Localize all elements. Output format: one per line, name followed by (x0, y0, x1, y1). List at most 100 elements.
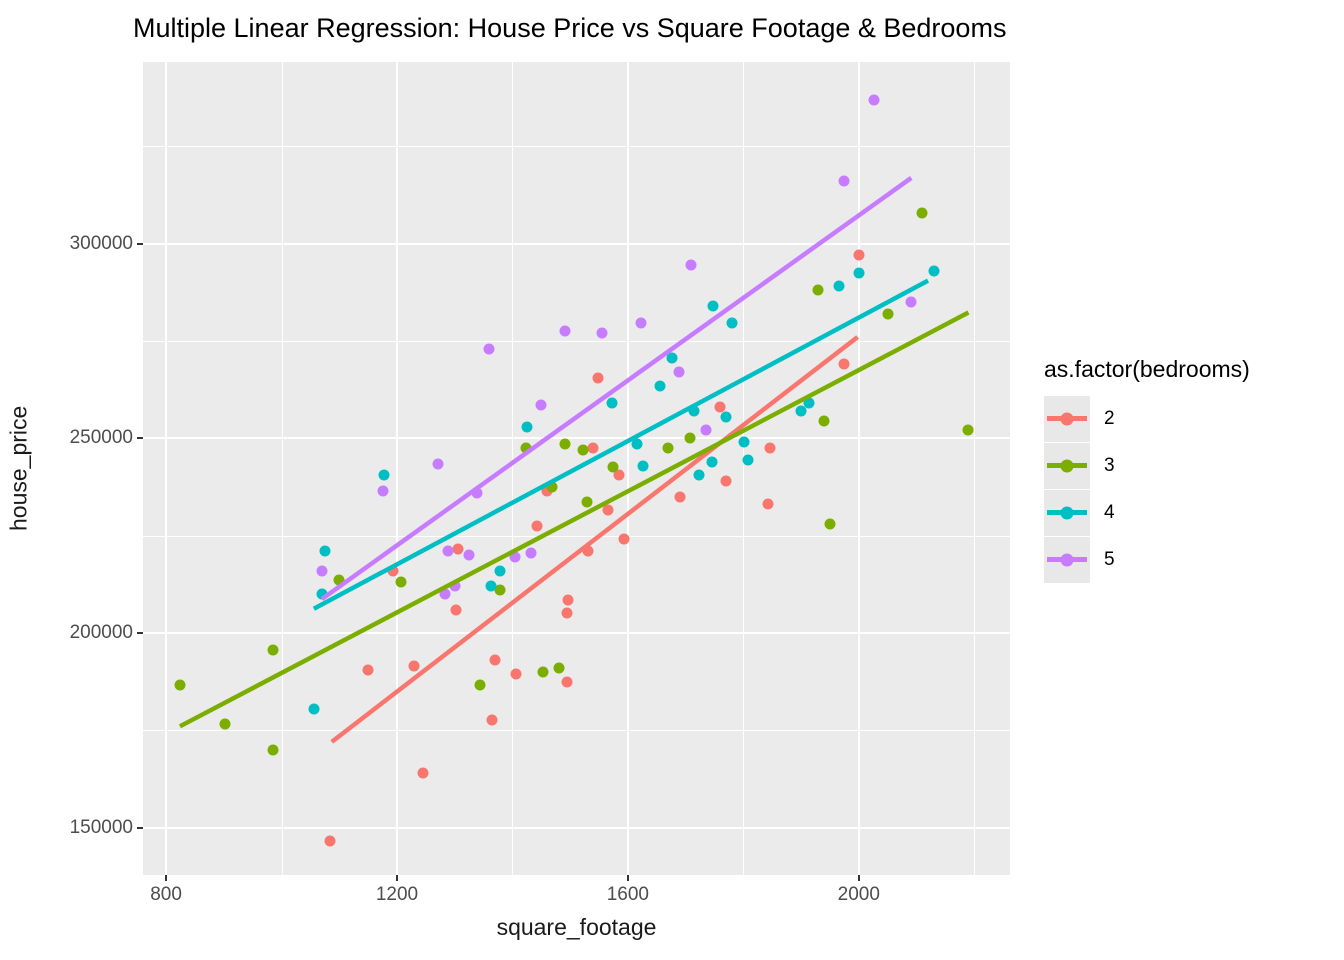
data-point-bedrooms-5 (868, 94, 880, 106)
x-minor-gridline (281, 62, 283, 875)
data-point-bedrooms-4 (720, 411, 732, 423)
data-point-bedrooms-3 (818, 415, 830, 427)
data-point-bedrooms-5 (377, 485, 389, 497)
legend-entry-label: 2 (1104, 407, 1115, 429)
data-point-bedrooms-4 (726, 317, 738, 329)
data-point-bedrooms-2 (489, 654, 501, 666)
legend-entry-label: 4 (1104, 501, 1115, 523)
data-point-bedrooms-2 (853, 249, 865, 261)
x-tick-label: 1600 (606, 884, 649, 905)
data-point-bedrooms-5 (905, 296, 917, 308)
data-point-bedrooms-3 (395, 576, 407, 588)
legend-key-dot (1060, 459, 1074, 472)
data-point-bedrooms-3 (684, 432, 696, 444)
data-point-bedrooms-2 (561, 676, 573, 688)
x-tick-mark (165, 875, 168, 881)
data-point-bedrooms-5 (685, 259, 697, 271)
x-major-gridline (395, 62, 398, 875)
data-point-bedrooms-3 (581, 496, 593, 508)
data-point-bedrooms-4 (693, 469, 705, 481)
data-point-bedrooms-2 (324, 835, 336, 847)
x-tick-mark (626, 875, 629, 881)
legend-entry-label: 3 (1104, 454, 1115, 476)
y-major-gridline (143, 437, 1010, 440)
data-point-bedrooms-2 (531, 520, 543, 532)
legend-key-3 (1044, 442, 1090, 489)
data-point-bedrooms-2 (387, 565, 399, 577)
data-point-bedrooms-4 (795, 405, 807, 417)
data-point-bedrooms-2 (720, 475, 732, 487)
legend-key-5 (1044, 536, 1090, 583)
data-point-bedrooms-5 (509, 551, 521, 563)
data-point-bedrooms-2 (486, 714, 498, 726)
regression-line-bedrooms-5 (320, 176, 913, 601)
data-point-bedrooms-4 (319, 545, 331, 557)
legend-key-4 (1044, 489, 1090, 536)
data-point-bedrooms-4 (742, 454, 754, 466)
data-point-bedrooms-4 (631, 438, 643, 450)
legend-title: as.factor(bedrooms) (1044, 356, 1250, 382)
x-minor-gridline (512, 62, 514, 875)
data-point-bedrooms-2 (587, 442, 599, 454)
data-point-bedrooms-4 (688, 405, 700, 417)
data-point-bedrooms-5 (316, 565, 328, 577)
data-point-bedrooms-5 (673, 366, 685, 378)
y-tick-mark (137, 631, 143, 634)
data-point-bedrooms-4 (833, 280, 845, 292)
data-point-bedrooms-5 (700, 424, 712, 436)
data-point-bedrooms-4 (308, 703, 320, 715)
data-point-bedrooms-5 (449, 580, 461, 592)
data-point-bedrooms-3 (607, 461, 619, 473)
y-major-gridline (143, 631, 1010, 634)
data-point-bedrooms-5 (471, 487, 483, 499)
x-axis-title: square_footage (496, 914, 657, 940)
data-point-bedrooms-4 (928, 265, 940, 277)
data-point-bedrooms-2 (561, 607, 573, 619)
regression-line-bedrooms-4 (312, 278, 930, 611)
data-point-bedrooms-5 (559, 325, 571, 337)
data-point-bedrooms-5 (596, 327, 608, 339)
data-point-bedrooms-3 (174, 679, 186, 691)
y-minor-gridline (143, 146, 1010, 148)
data-point-bedrooms-3 (537, 666, 549, 678)
data-point-bedrooms-3 (546, 481, 558, 493)
plot-panel (143, 62, 1010, 875)
legend-entry-3: 3 (1044, 442, 1250, 489)
data-point-bedrooms-5 (432, 458, 444, 470)
x-major-gridline (165, 62, 168, 875)
data-point-bedrooms-5 (483, 343, 495, 355)
y-tick-mark (137, 826, 143, 829)
y-major-gridline (143, 826, 1010, 829)
x-major-gridline (857, 62, 860, 875)
legend-entry-5: 5 (1044, 536, 1250, 583)
data-point-bedrooms-4 (521, 421, 533, 433)
data-point-bedrooms-2 (450, 604, 462, 616)
data-point-bedrooms-5 (439, 588, 451, 600)
data-point-bedrooms-5 (525, 547, 537, 559)
data-point-bedrooms-2 (408, 660, 420, 672)
data-point-bedrooms-3 (219, 718, 231, 730)
data-point-bedrooms-4 (606, 397, 618, 409)
data-point-bedrooms-2 (417, 767, 429, 779)
legend-entry-2: 2 (1044, 395, 1250, 442)
data-point-bedrooms-5 (535, 399, 547, 411)
data-point-bedrooms-3 (824, 518, 836, 530)
data-point-bedrooms-5 (635, 317, 647, 329)
x-tick-mark (857, 875, 860, 881)
data-point-bedrooms-3 (267, 644, 279, 656)
data-point-bedrooms-2 (452, 543, 464, 555)
data-point-bedrooms-3 (520, 442, 532, 454)
data-point-bedrooms-3 (962, 424, 974, 436)
x-tick-label: 2000 (837, 884, 880, 905)
data-point-bedrooms-2 (714, 401, 726, 413)
data-point-bedrooms-2 (762, 498, 774, 510)
y-major-gridline (143, 242, 1010, 245)
data-point-bedrooms-3 (494, 584, 506, 596)
data-point-bedrooms-5 (463, 549, 475, 561)
data-point-bedrooms-4 (707, 300, 719, 312)
plot-title: Multiple Linear Regression: House Price … (133, 13, 1007, 43)
data-point-bedrooms-4 (803, 397, 815, 409)
data-point-bedrooms-3 (916, 207, 928, 219)
data-point-bedrooms-4 (494, 565, 506, 577)
